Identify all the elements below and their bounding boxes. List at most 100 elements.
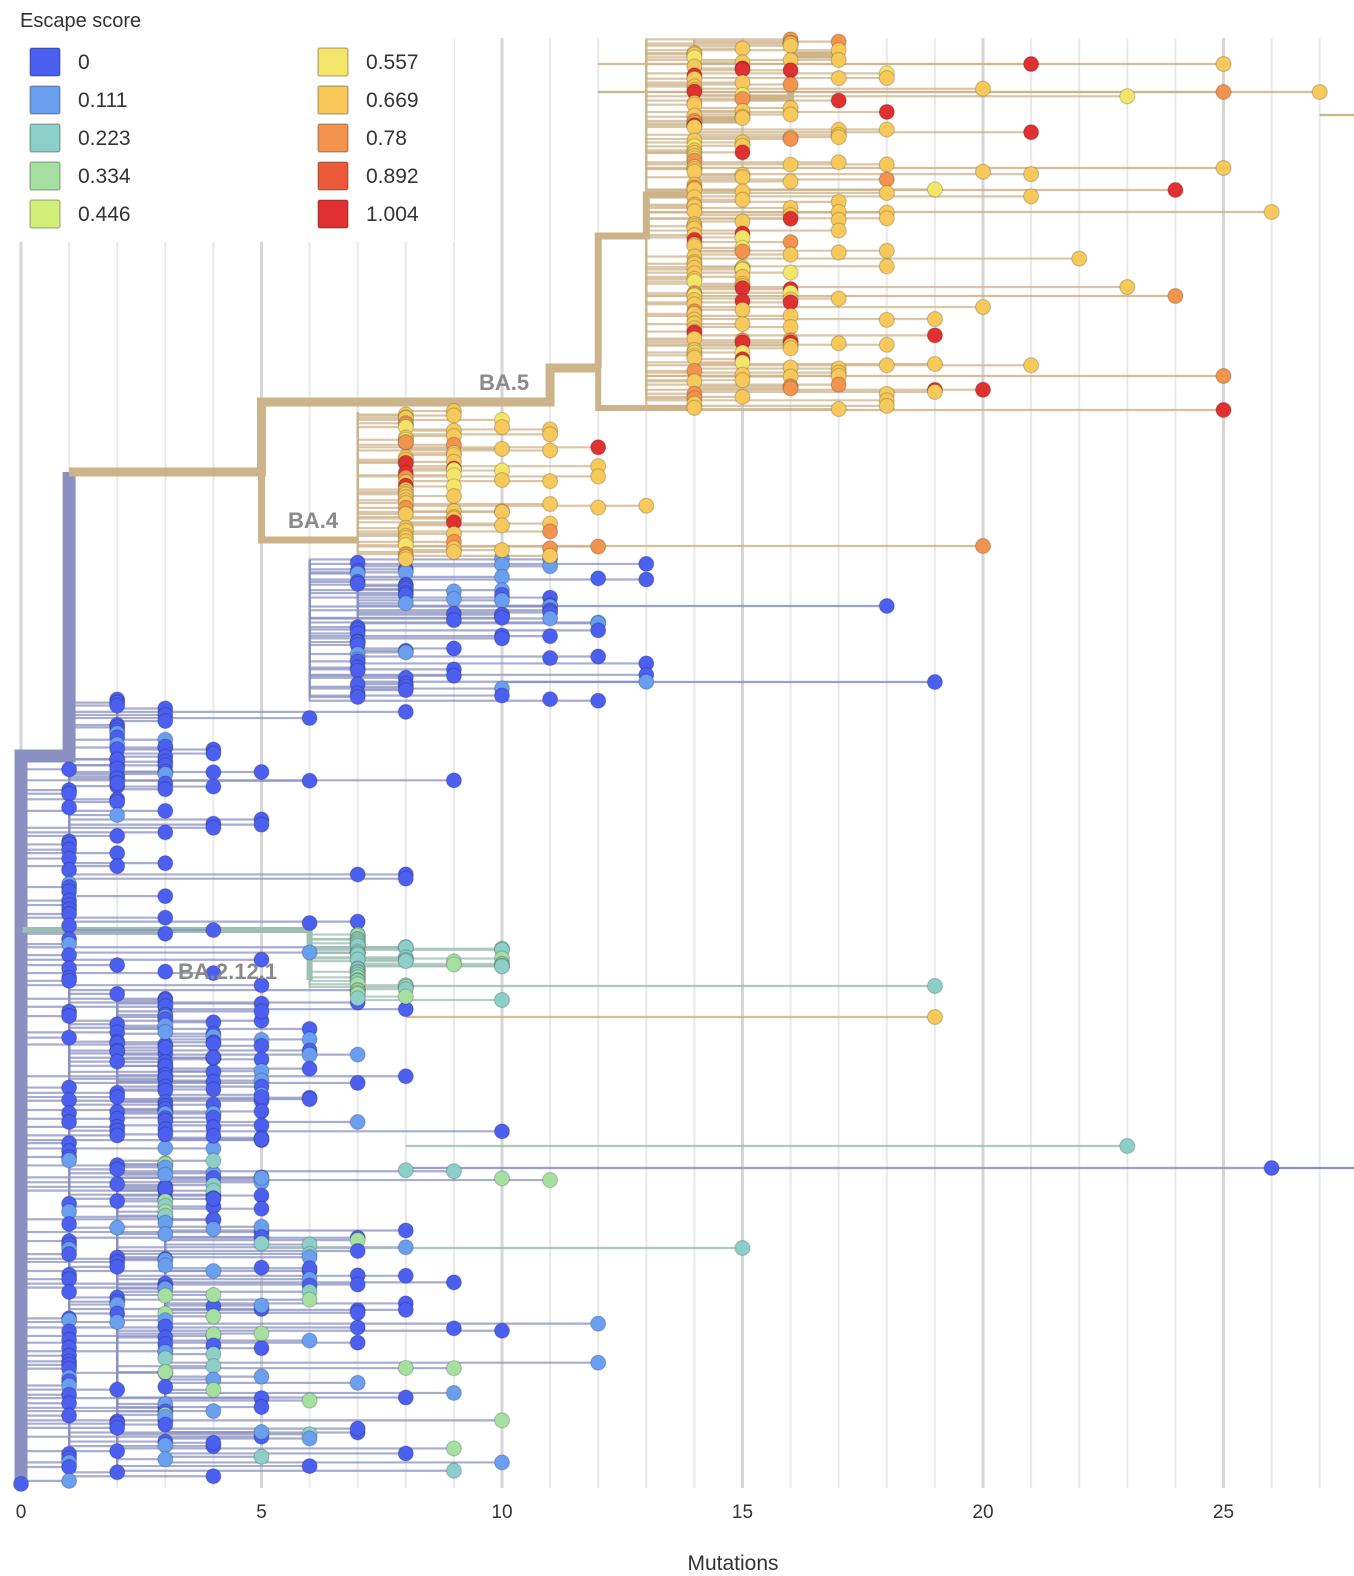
tree-node (109, 957, 126, 974)
tree-node (445, 590, 462, 607)
tree-node (205, 1049, 222, 1066)
tree-node (734, 40, 751, 57)
tree-node (493, 1454, 511, 1471)
tree-node (253, 1368, 270, 1385)
tree-node (541, 547, 559, 564)
tree-node (301, 1392, 318, 1409)
tree-branch (19, 760, 166, 1008)
tree-node (878, 121, 895, 138)
tree-node (60, 1246, 78, 1263)
legend-swatch (29, 199, 61, 229)
tree-node (1311, 83, 1328, 101)
tree-branch (645, 38, 791, 41)
tree-node (397, 870, 414, 887)
tree-node (830, 400, 847, 418)
tree-node (205, 921, 222, 939)
tree-node (878, 397, 895, 414)
legend-swatch (317, 85, 349, 115)
tree-node (638, 555, 655, 573)
tree-node (301, 772, 318, 789)
tree-node (157, 1350, 174, 1367)
tree-node (686, 399, 703, 416)
tree-node (878, 597, 895, 615)
tree-node (349, 1319, 366, 1336)
tree-node (541, 442, 559, 459)
tree-node (301, 709, 318, 727)
tree-node (60, 799, 78, 816)
tree-node (157, 1416, 174, 1433)
tree-node (878, 242, 895, 259)
tree-node (205, 964, 222, 982)
legend-swatch (29, 161, 61, 191)
tree-node (541, 610, 559, 627)
clade-label: BA.2.12.1 (178, 959, 277, 984)
tree-node (782, 173, 799, 190)
tree-node (253, 1398, 270, 1416)
tree-node (349, 1113, 366, 1131)
tree-node (1022, 357, 1040, 374)
tree-node (157, 1139, 174, 1156)
tree-branch (164, 1160, 599, 1364)
tree-node (782, 37, 799, 54)
tree-node (253, 1235, 270, 1252)
tree-node (349, 1420, 366, 1437)
tree-node (974, 298, 992, 316)
tree-node (205, 778, 222, 795)
tree-branch (68, 700, 118, 780)
tree-branch (68, 760, 214, 1059)
tree-node (878, 210, 895, 227)
tree-node (205, 1308, 222, 1325)
x-tick-label: 20 (972, 1502, 993, 1523)
tree-node (205, 1381, 222, 1398)
tree-node (734, 243, 751, 260)
tree-node (205, 1220, 222, 1238)
tree-node (590, 439, 607, 456)
tree-node (926, 181, 944, 198)
tree-node (60, 1472, 78, 1490)
tree-node (493, 1123, 511, 1140)
tree-node (878, 357, 895, 374)
tree-node (397, 551, 414, 568)
tree-node (734, 169, 751, 186)
tree-node (397, 434, 414, 451)
tree-node (253, 1037, 270, 1054)
tree-node (109, 1258, 126, 1275)
tree-node (60, 761, 78, 778)
tree-node (590, 570, 607, 587)
tree-node (926, 355, 944, 373)
tree-node (590, 622, 607, 639)
tree-node (60, 1215, 78, 1233)
legend-swatch (29, 47, 61, 77)
tree-node (397, 1162, 414, 1179)
tree-node (493, 592, 511, 609)
tree-node (397, 953, 414, 970)
tree-node (878, 336, 895, 353)
tree-node (109, 1175, 126, 1193)
tree-node (301, 1332, 318, 1349)
tree-node (493, 1322, 511, 1339)
legend-swatch (317, 47, 349, 77)
tree-node (109, 1127, 126, 1144)
tree-node (638, 497, 655, 514)
grid-lines (19, 38, 1321, 1488)
clade-label: BA.5 (479, 370, 529, 395)
tree-node (60, 972, 78, 989)
x-tick-label: 25 (1213, 1502, 1234, 1523)
tree-node (782, 340, 799, 357)
tree-node (205, 1402, 222, 1420)
tree-node (109, 775, 126, 792)
tree-branch (308, 558, 551, 561)
tree-node (109, 827, 126, 845)
tree-node (157, 925, 174, 942)
tree-node (590, 692, 607, 709)
tree-node (301, 1457, 318, 1475)
tree-node (253, 1200, 270, 1217)
tree-node (397, 703, 414, 720)
tree-node (253, 1259, 270, 1276)
tree-node (493, 1170, 511, 1187)
tree-node (590, 1354, 607, 1371)
tree-node (830, 290, 847, 307)
tree-node (60, 1458, 78, 1476)
tree-node (541, 649, 559, 667)
legend-label: 1.004 (366, 203, 419, 226)
